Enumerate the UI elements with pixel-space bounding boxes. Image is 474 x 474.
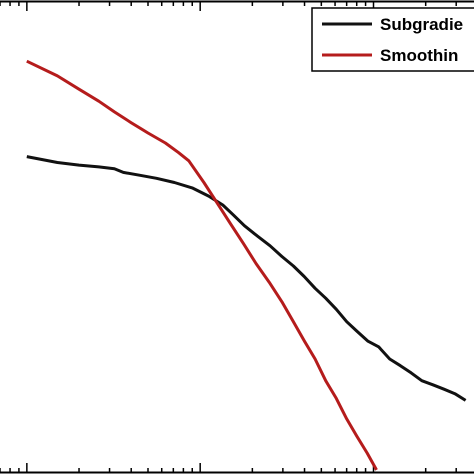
legend: Subgradie Smoothin	[311, 7, 474, 72]
series-layer	[26, 59, 467, 471]
series-line-subgradie	[26, 155, 467, 402]
series-line-smoothin	[26, 59, 378, 471]
legend-label-subgradie: Subgradie	[380, 15, 463, 34]
legend-box	[311, 7, 474, 72]
legend-label-smoothin: Smoothin	[380, 46, 458, 65]
x-axis-ticks	[0, 1, 457, 473]
